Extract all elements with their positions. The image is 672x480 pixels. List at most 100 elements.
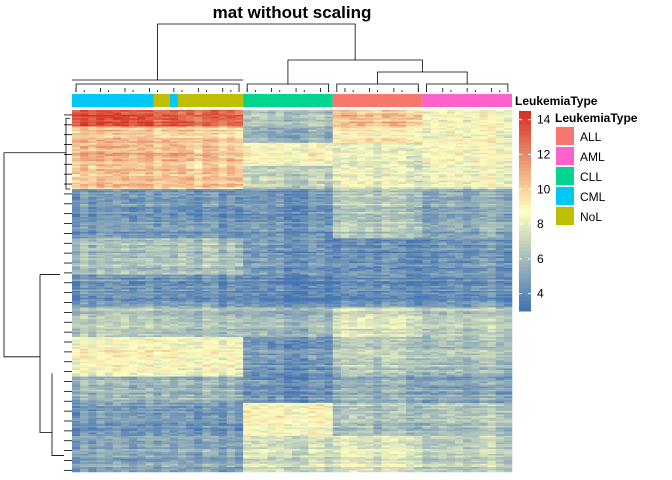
heatmap-cell: [430, 235, 439, 237]
heatmap-cell: [454, 246, 464, 249]
heatmap-cell: [397, 241, 407, 244]
heatmap-cell: [210, 190, 219, 193]
heatmap-cell: [251, 142, 260, 145]
heatmap-cell: [283, 210, 293, 213]
heatmap-cell: [357, 165, 366, 168]
heatmap-cell: [120, 226, 130, 229]
heatmap-cell: [365, 182, 374, 185]
heatmap-cell: [422, 225, 431, 228]
heatmap-cell: [96, 146, 105, 149]
heatmap-cell: [186, 129, 195, 132]
heatmap-cell: [316, 246, 325, 249]
heatmap-cell: [88, 190, 97, 193]
heatmap-cell: [357, 213, 366, 216]
heatmap-cell: [495, 202, 505, 205]
heatmap-cell: [332, 230, 342, 233]
heatmap-cell: [202, 177, 211, 180]
heatmap-cell: [332, 131, 342, 134]
heatmap-cell: [226, 238, 236, 241]
heatmap-cell: [88, 165, 97, 168]
heatmap-cell: [406, 139, 415, 142]
heatmap-cell: [194, 253, 203, 256]
heatmap-cell: [397, 119, 407, 122]
heatmap-cell: [406, 251, 415, 254]
dendrogram-branch: [51, 373, 64, 456]
heatmap-cell: [495, 230, 505, 233]
heatmap-cell: [129, 121, 138, 124]
heatmap-cell: [186, 243, 195, 246]
heatmap-cell: [438, 226, 448, 229]
heatmap-cell: [292, 159, 301, 162]
heatmap-cell: [169, 184, 179, 186]
heatmap-cell: [495, 144, 505, 147]
heatmap-cell: [300, 208, 309, 211]
heatmap-cell: [471, 152, 480, 155]
heatmap-cell: [495, 248, 505, 251]
heatmap-cell: [194, 154, 203, 157]
heatmap-cell: [316, 141, 325, 144]
heatmap-cell: [153, 159, 162, 162]
heatmap-cell: [308, 226, 317, 229]
heatmap-cell: [218, 210, 228, 213]
heatmap-cell: [389, 212, 399, 214]
heatmap-cell: [275, 236, 285, 239]
heatmap-cell: [259, 203, 268, 206]
heatmap-cell: [194, 133, 203, 135]
heatmap-cell: [275, 113, 285, 116]
heatmap-cell: [430, 144, 439, 147]
heatmap-cell: [177, 235, 187, 237]
heatmap-cell: [479, 235, 488, 237]
heatmap-cell: [340, 133, 350, 135]
heatmap-cell: [349, 207, 358, 209]
heatmap-cell: [283, 251, 293, 254]
heatmap-cell: [129, 175, 138, 178]
heatmap-cell: [397, 208, 407, 211]
heatmap-cell: [406, 203, 415, 206]
heatmap-cell: [210, 144, 219, 147]
heatmap-cell: [72, 226, 81, 229]
heatmap-cell: [251, 152, 260, 155]
heatmap-cell: [226, 110, 236, 112]
heatmap-cell: [129, 246, 138, 249]
heatmap-cell: [275, 195, 285, 198]
heatmap-cell: [365, 165, 374, 168]
heatmap-cell: [316, 207, 325, 209]
heatmap-cell: [129, 147, 138, 150]
heatmap-cell: [251, 190, 260, 193]
heatmap-cell: [88, 228, 97, 231]
heatmap-cell: [169, 230, 179, 233]
heatmap-cell: [430, 226, 439, 229]
heatmap-cell: [283, 157, 293, 160]
heatmap-cell: [454, 174, 464, 177]
heatmap-cell: [169, 244, 179, 247]
heatmap-cell: [389, 223, 399, 226]
heatmap-cell: [202, 208, 211, 211]
heatmap-cell: [218, 179, 228, 182]
heatmap-cell: [316, 218, 325, 221]
heatmap-cell: [357, 200, 366, 203]
heatmap-cell: [153, 246, 162, 249]
heatmap-cell: [503, 121, 513, 124]
heatmap-cell: [145, 231, 154, 234]
heatmap-cell: [324, 116, 333, 119]
heatmap-cell: [145, 223, 154, 226]
heatmap-cell: [503, 241, 513, 244]
heatmap-cell: [316, 131, 325, 134]
heatmap-cell: [292, 208, 301, 211]
heatmap-cell: [389, 249, 399, 252]
heatmap-cell: [112, 248, 122, 251]
heatmap-cell: [357, 144, 366, 147]
heatmap-cell: [137, 210, 146, 213]
heatmap-cell: [471, 205, 480, 208]
heatmap-cell: [161, 110, 171, 112]
heatmap-cell: [292, 233, 301, 236]
heatmap-cell: [324, 131, 333, 134]
heatmap-cell: [495, 231, 505, 234]
heatmap-cell: [349, 182, 358, 185]
heatmap-cell: [267, 147, 276, 150]
heatmap-cell: [218, 213, 228, 216]
heatmap-cell: [186, 231, 195, 234]
heatmap-cell: [218, 137, 228, 140]
heatmap-cell: [487, 218, 496, 221]
heatmap-cell: [112, 152, 122, 155]
